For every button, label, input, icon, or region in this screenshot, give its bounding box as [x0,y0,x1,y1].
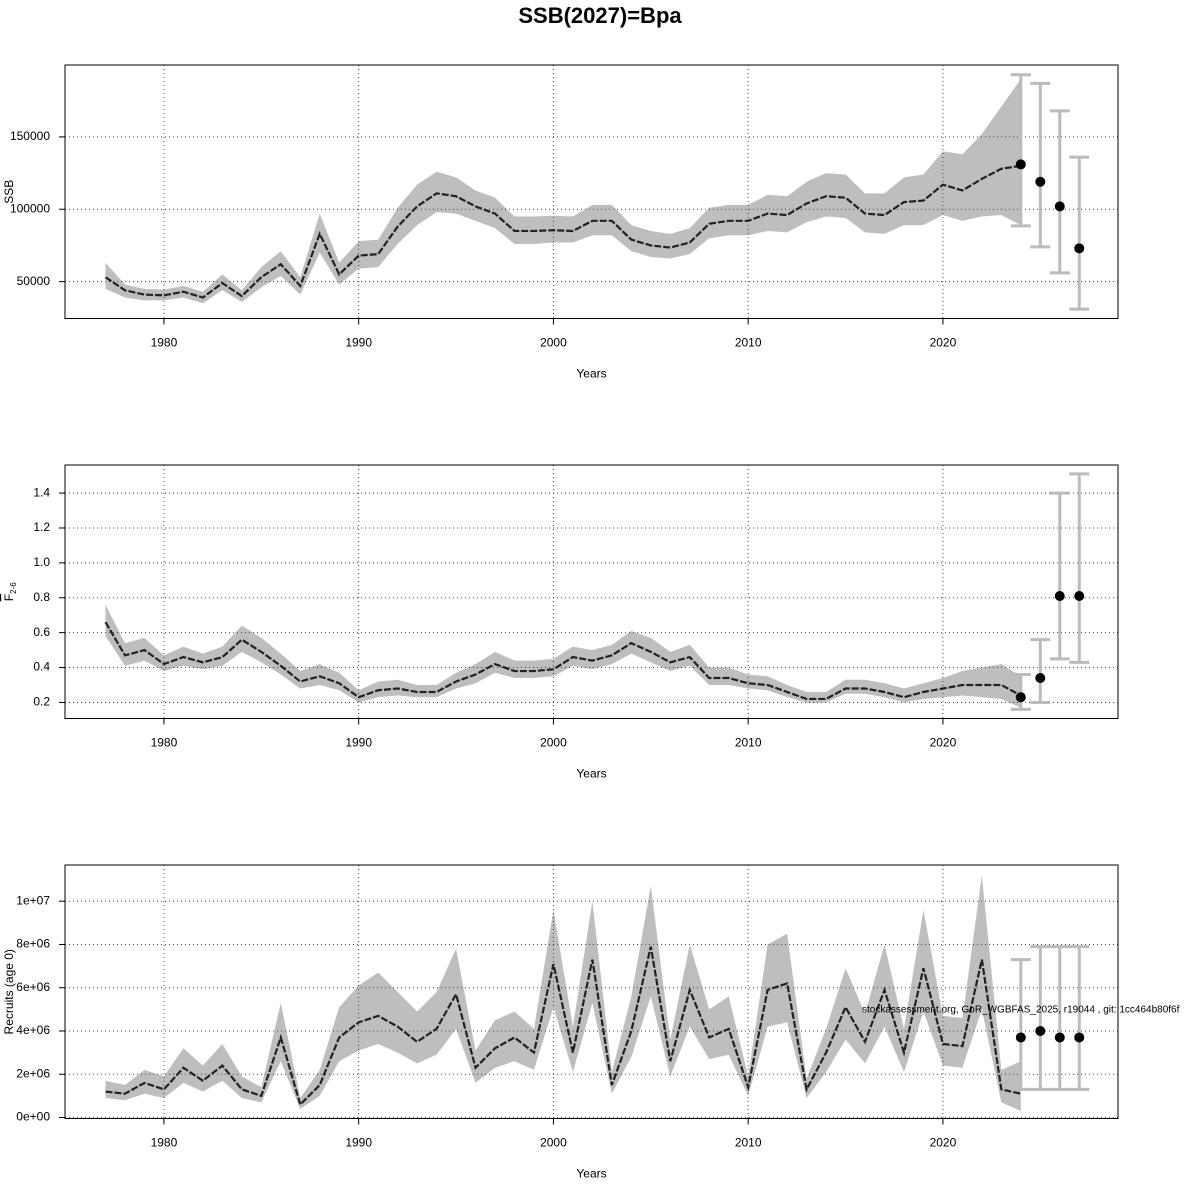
x-tick-label: 2010 [735,736,762,750]
plot-area [65,65,1118,319]
forecast-point [1074,243,1085,254]
y-tick-label: 2e+06 [16,1066,50,1080]
y-axis-label-main: SSB [2,180,16,204]
y-tick-label: 0e+00 [16,1110,50,1124]
y-tick-label: 0.6 [33,625,50,639]
x-tick-label: 1990 [345,336,372,350]
x-tick-label: 2020 [930,736,957,750]
confidence-band [105,79,1021,304]
y-axis-label: F2-6 [2,582,18,601]
x-tick-label: 2000 [540,336,567,350]
confidence-band [105,875,1021,1112]
y-tick-label: 100000 [10,201,50,215]
x-tick-label: 2000 [540,1136,567,1150]
x-axis-label: Years [576,767,606,781]
x-tick-label: 2000 [540,736,567,750]
forecast-point [1035,673,1046,684]
forecast-point [1035,1025,1046,1036]
plot-area [65,465,1118,719]
forecast-point [1035,176,1046,187]
x-tick-label: 1990 [345,736,372,750]
x-tick-label: 1990 [345,1136,372,1150]
confidence-band [105,604,1021,708]
forecast-point [1054,591,1065,602]
x-axis-label: Years [576,367,606,381]
x-tick-label: 2010 [735,336,762,350]
y-tick-label: 1.0 [33,555,50,569]
plot-frame [64,864,1119,1119]
forecast-point [1054,1032,1065,1043]
x-tick-label: 1980 [151,736,178,750]
forecast-point [1054,201,1065,212]
forecast-point [1015,159,1026,170]
y-axis-label: SSB [2,180,16,204]
y-tick-label: 1.2 [33,520,50,534]
x-tick-label: 1980 [151,1136,178,1150]
x-axis-label: Years [576,1167,606,1181]
x-tick-label: 2010 [735,1136,762,1150]
estimate-line [105,946,1022,1107]
annotation: stockassessment.org, GoR_WGBFAS_2025, r1… [862,1005,1180,1016]
y-tick-label: 1e+07 [16,893,50,907]
y-axis-label: Recruits (age 0) [2,949,16,1034]
y-tick-label: 4e+06 [16,1023,50,1037]
y-axis-label-main: Recruits (age 0) [2,949,16,1034]
x-tick-label: 1980 [151,336,178,350]
y-tick-label: 150000 [10,129,50,143]
chart-title: SSB(2027)=Bpa [518,3,682,28]
forecast-point [1074,591,1085,602]
y-tick-label: 8e+06 [16,937,50,951]
forecast-point [1015,1032,1026,1043]
y-tick-label: 1.4 [33,485,50,499]
y-tick-label: 0.4 [33,660,50,674]
estimate-line [104,164,1021,299]
plot-area [65,865,1118,1119]
y-axis-label-main: F [2,594,16,601]
y-tick-label: 0.8 [33,590,50,604]
y-axis-label-sub: 2-6 [9,582,18,594]
plot-frame [64,64,1119,319]
x-tick-label: 2020 [930,1136,957,1150]
y-tick-label: 0.2 [33,695,50,709]
plot-frame [64,464,1119,719]
forecast-point [1074,1032,1085,1043]
estimate-line [104,621,1022,701]
forecast-point [1015,692,1026,703]
x-tick-label: 2020 [930,336,957,350]
y-tick-label: 50000 [17,274,51,288]
y-tick-label: 6e+06 [16,980,50,994]
